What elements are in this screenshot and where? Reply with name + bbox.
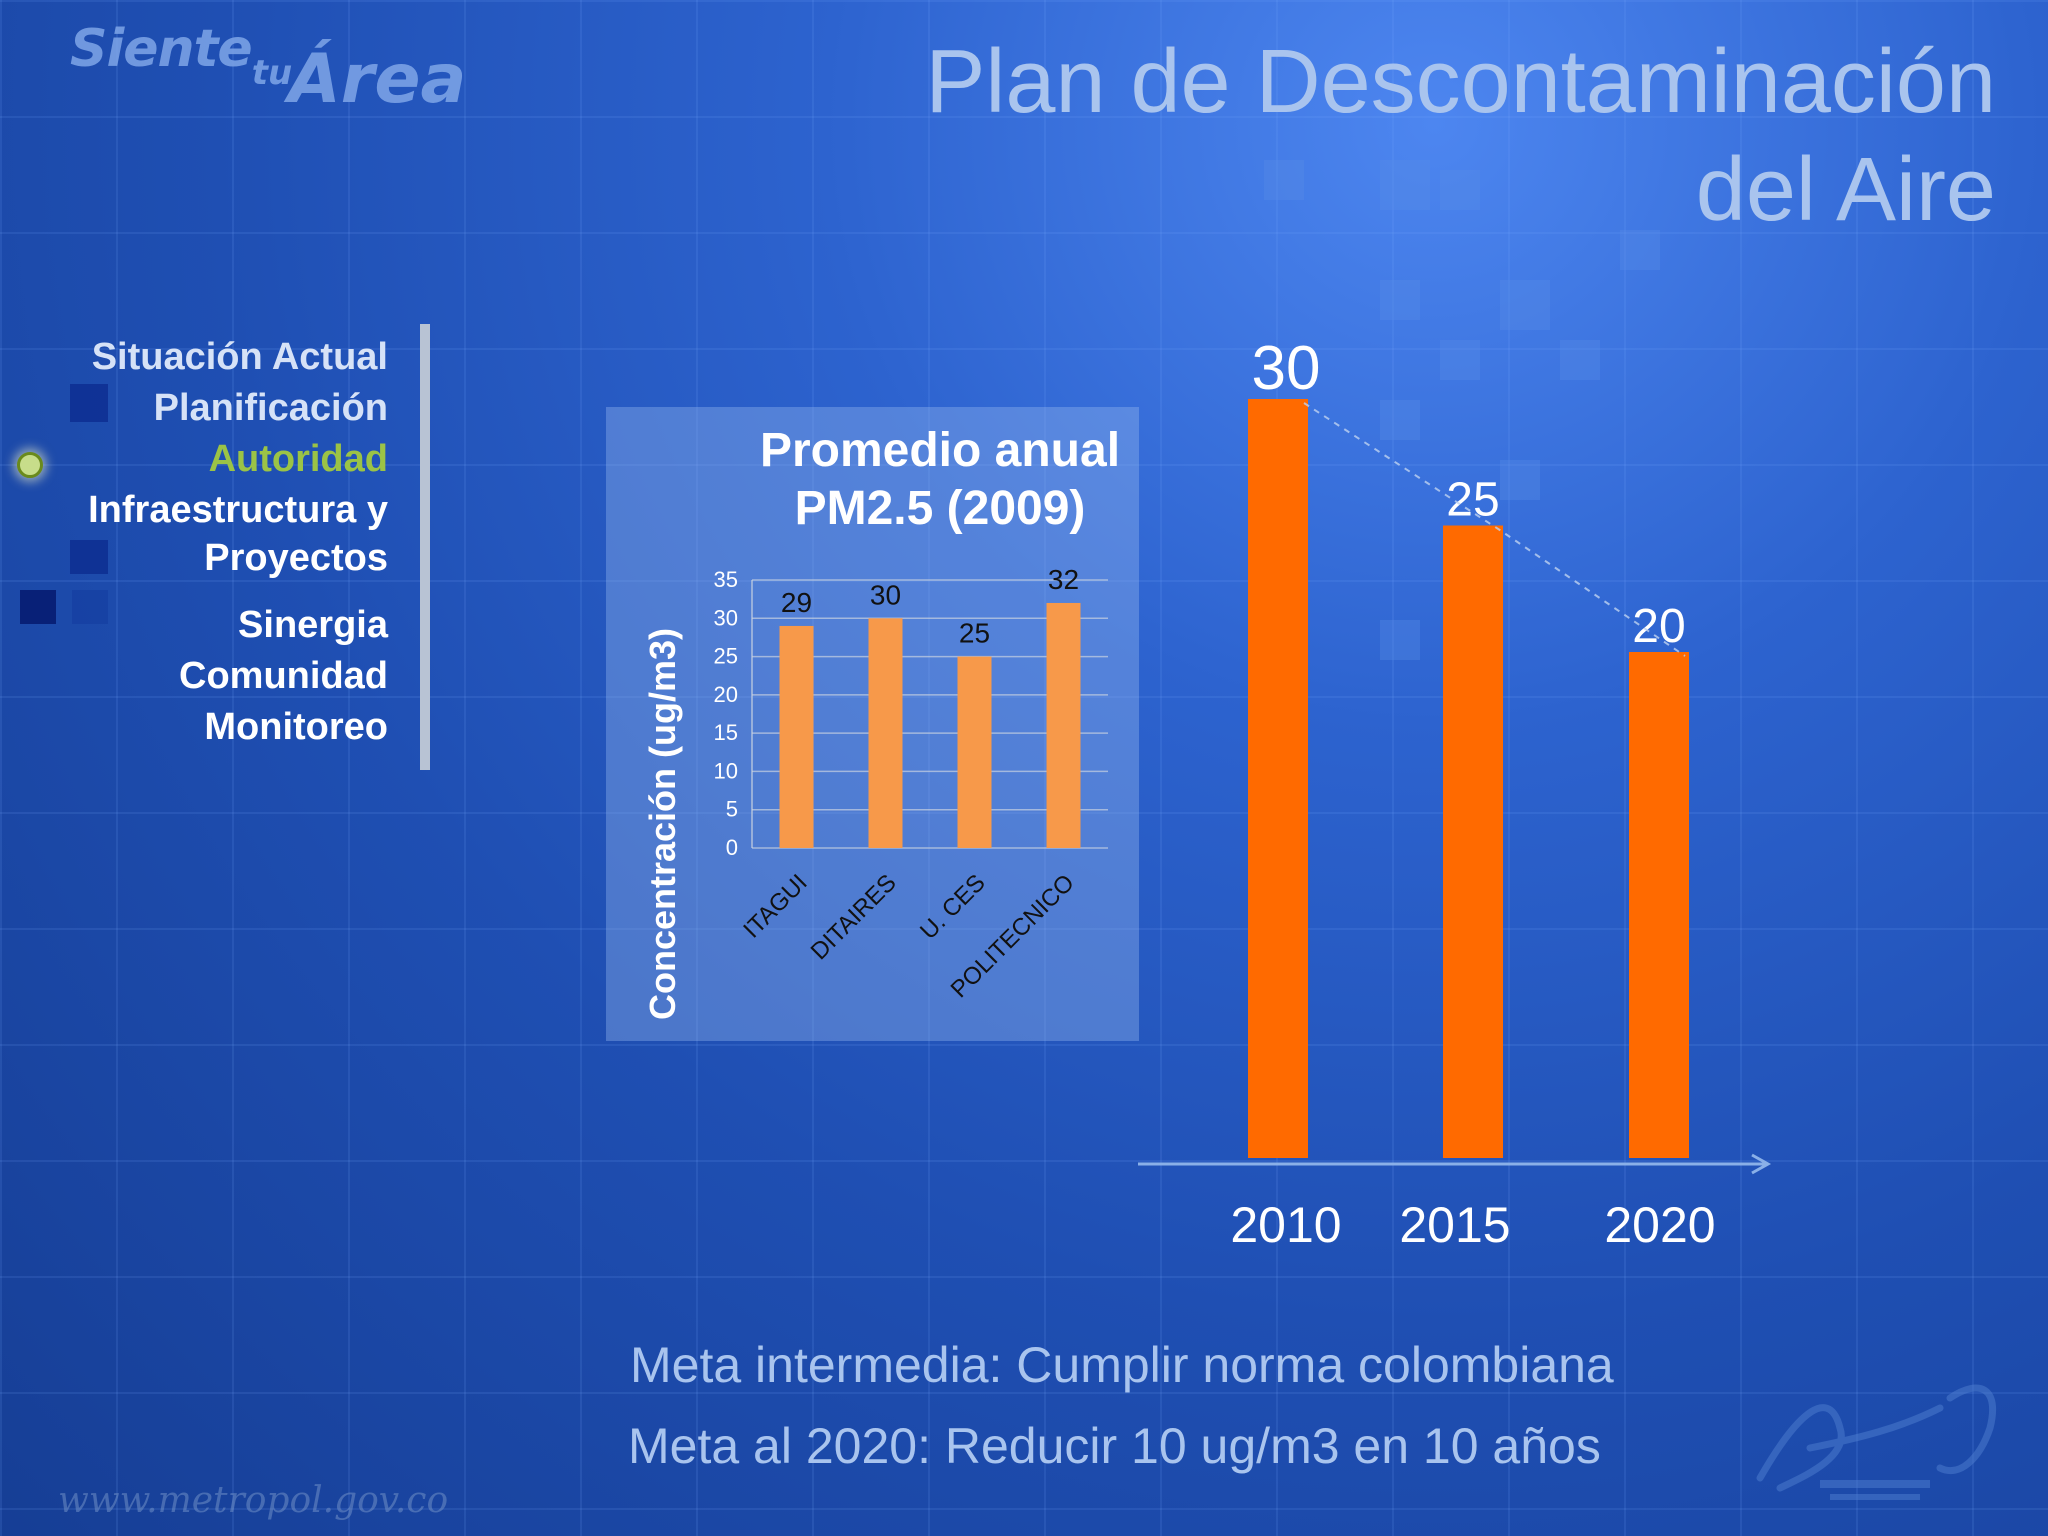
decor-tile [1264,160,1304,200]
main-category-label: 2020 [1604,1197,1715,1253]
menu-item-situacion-actual[interactable]: Situación Actual [91,336,388,378]
website-url[interactable]: www.metropol.gov.co [58,1480,449,1521]
inset-chart-title: Promedio anual PM2.5 (2009) [740,422,1140,538]
inset-bar-uces [957,656,992,848]
main-x-axis-arrow-icon [1751,1153,1772,1175]
inset-bar-politecnico [1046,602,1081,848]
menu-item-planificacion[interactable]: Planificación [153,387,388,429]
inset-ytick-label: 0 [726,835,738,860]
menu-divider [420,324,430,770]
logo-word-siente: Siente [70,19,253,79]
menu-item-infraestructura-line2[interactable]: Proyectos [204,537,388,579]
decor-tile [1560,340,1600,380]
inset-ytick-label: 15 [714,720,738,745]
decor-tile [1500,280,1550,330]
logo-siente-tu-area: SientetuÁrea [70,4,466,119]
decor-tile [1380,620,1420,660]
inset-bar-value-label: 25 [959,618,990,649]
decor-tile [1380,160,1430,210]
area-30-seal-logo [1756,1384,1997,1500]
page-title: Plan de Descontaminación del Aire [925,28,1996,244]
menu-item-infraestructura-line1[interactable]: Infraestructura y [88,489,388,531]
page-title-line1: Plan de Descontaminación [925,32,1996,132]
decor-tile [1380,400,1420,440]
decor-tile [20,590,56,624]
page-title-line2: del Aire [1695,140,1996,240]
menu-item-monitoreo[interactable]: Monitoreo [204,706,388,748]
footer-meta-intermedia: Meta intermedia: Cumplir norma colombian… [630,1337,1614,1393]
main-bar-2010 [1248,399,1308,1158]
main-bar-value-label: 20 [1632,600,1685,653]
inset-bar-ditaires [868,618,903,848]
inset-category-label: ITAGUI [738,869,812,943]
active-item-bullet-icon [17,452,43,478]
inset-bar-value-label: 32 [1048,564,1079,595]
main-bar-2020 [1629,652,1689,1158]
footer-meta-2020: Meta al 2020: Reducir 10 ug/m3 en 10 año… [628,1418,1601,1474]
inset-category-label: U. CES [915,869,991,945]
decor-tile [1620,230,1660,270]
inset-category-label: DITAIRES [806,869,902,965]
inset-ytick-label: 20 [714,682,738,707]
inset-ytick-label: 30 [714,605,738,630]
section-menu: Situación Actual Planificación Autoridad… [88,332,388,753]
logo-word-area: Área [288,40,467,119]
decor-tile [1380,280,1420,320]
main-category-label: 2015 [1399,1197,1510,1253]
decor-tile [72,590,108,624]
menu-item-sinergia[interactable]: Sinergia [238,604,388,646]
inset-ytick-label: 10 [714,758,738,783]
main-category-label: 2010 [1230,1197,1341,1253]
inset-ytick-label: 35 [714,567,738,592]
main-bar-value-label: 30 [1252,334,1321,403]
inset-bar-value-label: 29 [781,587,812,618]
main-bar-value-label: 25 [1446,474,1499,527]
inset-chart-title-line1: Promedio anual [759,424,1121,477]
menu-item-autoridad[interactable]: Autoridad [208,438,388,480]
inset-bar-itagui [779,625,814,848]
menu-item-comunidad[interactable]: Comunidad [179,655,388,697]
inset-ytick-label: 25 [714,644,738,669]
inset-chart-title-line2: PM2.5 (2009) [794,482,1086,535]
decor-tile [70,540,108,574]
decor-tile [1500,460,1540,500]
main-trend-line [1303,402,1686,657]
decor-tile [1440,170,1480,210]
inset-ytick-label: 5 [726,797,738,822]
main-bar-2015 [1443,525,1503,1158]
decor-tile [70,384,108,422]
decor-tile [1440,340,1480,380]
logo-word-tu: tu [251,53,293,93]
inset-bar-value-label: 30 [870,579,901,610]
